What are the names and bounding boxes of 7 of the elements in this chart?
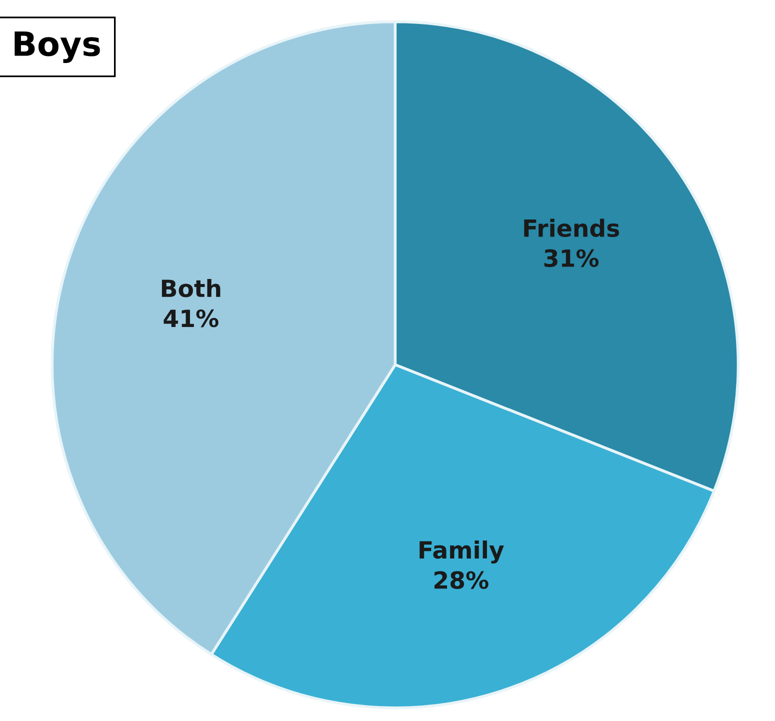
data-label: 41% (164, 309, 218, 328)
slice-label: Both (162, 278, 220, 298)
slice-label: Family (420, 540, 504, 564)
data-label: 31% (544, 249, 599, 268)
chart-title: Boys (14, 32, 100, 63)
slice-label: Friends (524, 218, 620, 238)
data-label: 28% (434, 571, 488, 589)
